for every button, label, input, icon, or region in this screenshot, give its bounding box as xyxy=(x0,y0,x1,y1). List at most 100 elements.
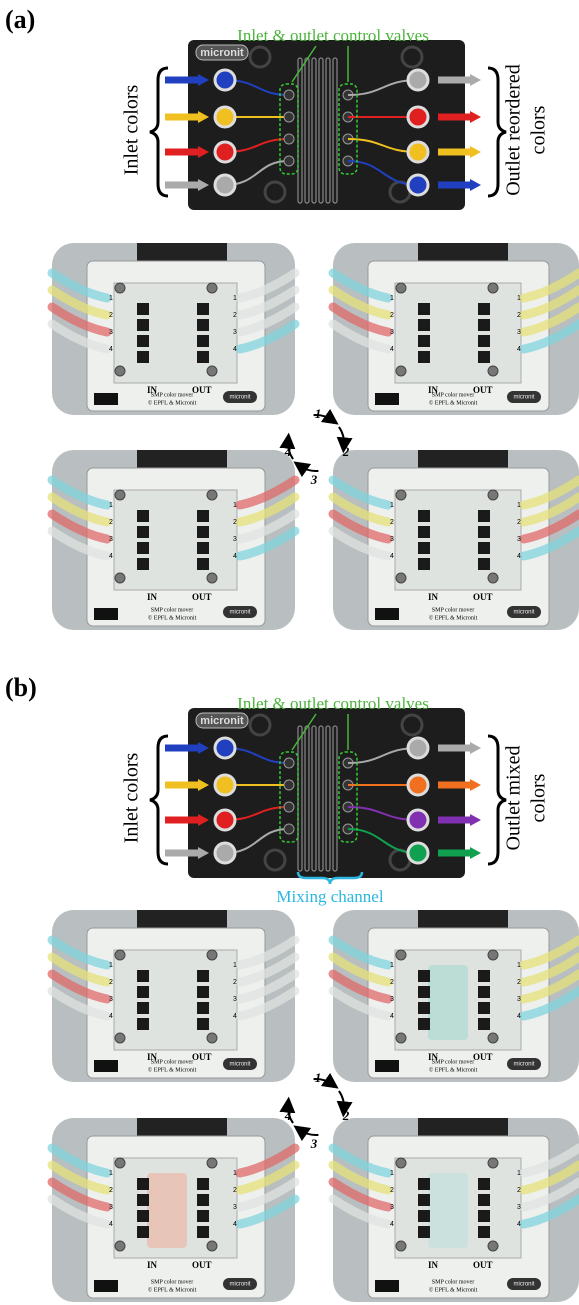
valve-block xyxy=(197,303,209,315)
outlet-tubing xyxy=(519,302,579,337)
port-number: 1 xyxy=(517,1170,521,1177)
in-label: IN xyxy=(428,1052,439,1062)
inlet-tubing xyxy=(328,1143,393,1178)
outlet-port xyxy=(406,140,430,164)
out-label: OUT xyxy=(192,1052,212,1062)
inlet-port xyxy=(213,773,237,797)
valve-block xyxy=(478,510,490,522)
inlet-tubing xyxy=(47,319,112,354)
arrow-head xyxy=(470,814,481,826)
step-arrow xyxy=(336,1090,353,1118)
inlet-tubing xyxy=(47,969,112,1004)
inlet-port xyxy=(213,841,237,865)
product-label: SMP color mover xyxy=(151,392,193,398)
step-number: 1 xyxy=(315,1070,322,1085)
outlet-label: Outlet mixed xyxy=(503,746,525,851)
outlet-tubing xyxy=(519,952,579,987)
screw xyxy=(395,489,407,501)
outlet-tubing xyxy=(519,509,579,544)
screw xyxy=(114,1032,126,1044)
pointer xyxy=(291,45,317,83)
logo-micronit xyxy=(223,1278,257,1290)
port-number: 4 xyxy=(109,1013,113,1020)
arrow-head xyxy=(470,779,481,791)
valve-block xyxy=(478,526,490,538)
valve-block xyxy=(197,335,209,347)
valve-block xyxy=(137,335,149,347)
credit-label: © EPFL & Micronit xyxy=(429,1066,478,1073)
port-number: 3 xyxy=(233,329,237,336)
port-number: 2 xyxy=(233,519,237,526)
valve-block xyxy=(418,558,430,570)
outlet-tubing xyxy=(235,969,300,1004)
valve-block xyxy=(478,1018,490,1030)
valve xyxy=(283,823,295,835)
port-number: 2 xyxy=(233,312,237,319)
credit-label: © EPFL & Micronit xyxy=(148,614,197,621)
mixing-channel xyxy=(147,1173,187,1248)
inlet-tubing xyxy=(328,935,393,970)
brace xyxy=(487,734,507,866)
valve-block xyxy=(418,1210,430,1222)
arrow-head xyxy=(198,742,209,754)
valve-block xyxy=(478,558,490,570)
connector xyxy=(137,910,227,930)
outlet-port xyxy=(406,736,430,760)
arrow-head xyxy=(470,179,481,191)
port-number: 4 xyxy=(233,346,237,353)
photo-brand: micronit xyxy=(513,1282,534,1288)
inlet-tubing xyxy=(328,952,393,987)
brand: micronit xyxy=(200,715,244,727)
inlet-tubing xyxy=(47,1177,112,1212)
arrow-head xyxy=(198,179,209,191)
outlet-tubing xyxy=(519,1160,579,1195)
port-number: 3 xyxy=(517,329,521,336)
in-label: IN xyxy=(428,1260,439,1270)
port-number: 1 xyxy=(390,962,394,969)
port-number: 3 xyxy=(109,996,113,1003)
inlet-tubing xyxy=(47,302,112,337)
valve-block xyxy=(478,303,490,315)
port-number: 3 xyxy=(233,536,237,543)
outlet-tubing xyxy=(235,302,300,337)
logo-micronit xyxy=(223,1058,257,1070)
port-number: 3 xyxy=(390,536,394,543)
valve xyxy=(283,779,295,791)
inlet-tubing xyxy=(47,475,112,510)
port-number: 2 xyxy=(233,979,237,986)
valve-block xyxy=(197,1210,209,1222)
valve-block xyxy=(478,1226,490,1238)
screw xyxy=(395,282,407,294)
screw xyxy=(206,1240,218,1252)
inlet-tubing xyxy=(47,952,112,987)
screw xyxy=(114,1157,126,1169)
port-number: 2 xyxy=(517,1187,521,1194)
inlet-tubing xyxy=(328,492,393,527)
inlet-label: Inlet colors xyxy=(121,753,143,844)
valve-block xyxy=(197,1178,209,1190)
screw xyxy=(487,1157,499,1169)
credit-label: © EPFL & Micronit xyxy=(429,614,478,621)
inlet-tubing xyxy=(47,492,112,527)
port-number: 4 xyxy=(517,553,521,560)
port-number: 1 xyxy=(109,1170,113,1177)
channel-loop xyxy=(325,725,331,872)
arrow-head xyxy=(470,742,481,754)
valve-block xyxy=(478,1178,490,1190)
credit-label: © EPFL & Micronit xyxy=(148,1066,197,1073)
step-arrow xyxy=(293,1125,319,1142)
port-number: 1 xyxy=(517,295,521,302)
logo-epfl xyxy=(375,1280,399,1292)
port-number: 4 xyxy=(233,553,237,560)
screw xyxy=(206,489,218,501)
valve-block xyxy=(418,335,430,347)
out-label: OUT xyxy=(473,592,493,602)
step-cycle: 1 2 3 4 xyxy=(279,406,353,487)
product-label: SMP color mover xyxy=(432,607,474,613)
step-number: 3 xyxy=(310,1136,318,1151)
valve-block xyxy=(137,319,149,331)
port-number: 1 xyxy=(517,962,521,969)
valve-block xyxy=(418,526,430,538)
step-number: 4 xyxy=(284,1108,292,1123)
